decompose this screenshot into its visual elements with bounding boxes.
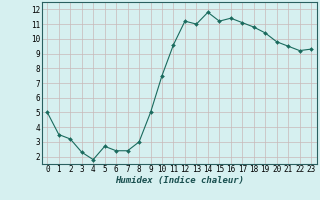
X-axis label: Humidex (Indice chaleur): Humidex (Indice chaleur): [115, 176, 244, 185]
